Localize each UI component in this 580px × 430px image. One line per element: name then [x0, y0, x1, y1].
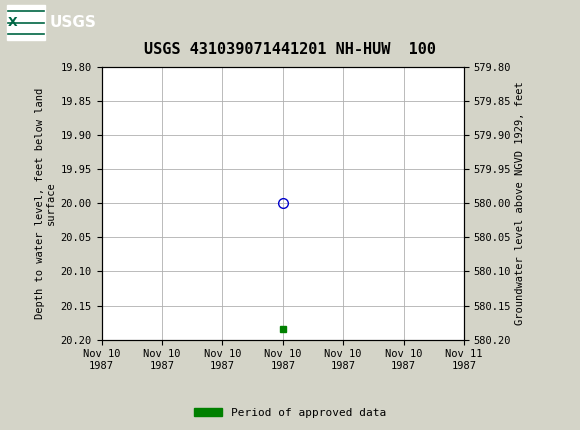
FancyBboxPatch shape [7, 6, 45, 40]
Text: X: X [8, 16, 18, 29]
Y-axis label: Depth to water level, feet below land
surface: Depth to water level, feet below land su… [35, 88, 56, 319]
Text: USGS: USGS [49, 15, 96, 30]
Legend: Period of approved data: Period of approved data [190, 403, 390, 422]
Text: USGS 431039071441201 NH-HUW  100: USGS 431039071441201 NH-HUW 100 [144, 42, 436, 57]
Y-axis label: Groundwater level above NGVD 1929, feet: Groundwater level above NGVD 1929, feet [516, 81, 525, 325]
